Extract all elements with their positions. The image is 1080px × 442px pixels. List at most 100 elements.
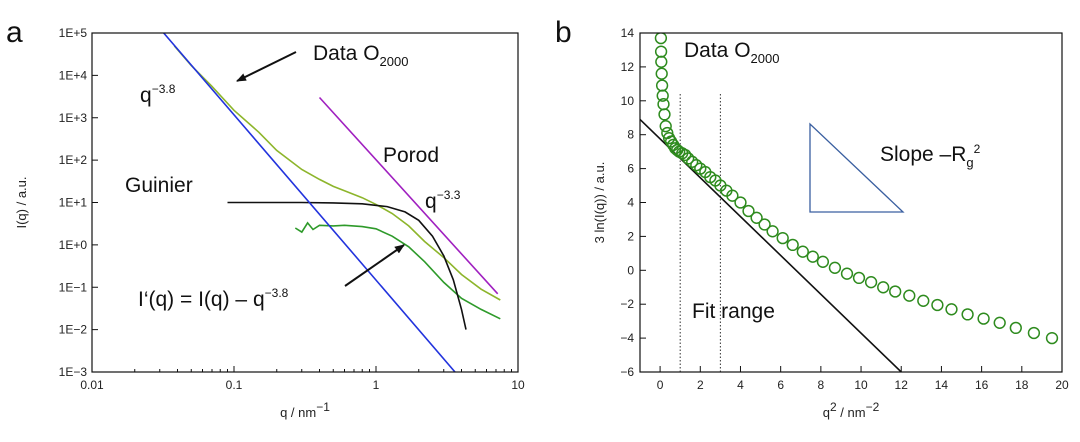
panel-b-data-point (655, 79, 669, 92)
panel-b-data-point (742, 204, 755, 218)
panel-b-y-tick-label: 12 (621, 60, 635, 74)
panel-b-data-point (655, 55, 668, 68)
panel-a-x-tick-label: 0.01 (80, 378, 104, 392)
panel-b-data-label: Data O2000 (684, 39, 779, 66)
panel-b-data-point (776, 231, 789, 245)
panel-b-x-tick-label: 10 (854, 378, 868, 392)
panel-b-x-tick-label: 14 (935, 378, 949, 392)
panel-a-y-axis-label: I(q) / a.u. (14, 176, 29, 228)
panel-b-x-tick-label: 20 (1055, 378, 1069, 392)
panel-b-data-point (945, 303, 958, 316)
panel-a-y-tick-label: 1E+5 (59, 26, 88, 40)
panel-b-fit-range-label: Fit range (692, 300, 775, 323)
panel-a-series-line-1 (294, 221, 501, 320)
panel-b-x-axis-label: q2 / nm−2 (823, 400, 880, 420)
panel-b-data-point (734, 196, 747, 209)
panel-b-y-tick-label: −6 (620, 365, 634, 379)
panel-b-data-point (977, 312, 990, 325)
panel-b-x-tick-label: 4 (737, 378, 744, 392)
panel-b-data-point (1027, 326, 1041, 340)
panel-b-data-point (656, 89, 669, 102)
panel-a-y-tick-label: 1E−1 (59, 280, 88, 294)
panel-a-data-arrow (236, 51, 297, 82)
panel-a-y-tick-label: 1E+2 (59, 153, 88, 167)
panel-a-ticks: 0.01 0.1 1 10 1E−3 1E−2 1E−1 1E+0 1E+1 1E+2 1E+3 1E… (59, 26, 525, 392)
panel-b-data-point (840, 267, 854, 280)
panel-b-data-point (961, 308, 974, 321)
panel-letter-a: a (6, 16, 23, 49)
panel-b-y-tick-label: 6 (627, 162, 634, 176)
panel-a-guinier-label: Guinier (125, 174, 193, 197)
panel-b-data-point (766, 225, 779, 238)
panel-a-x-tick-label: 0.1 (226, 378, 243, 392)
panel-a-chart: 0.01 0.1 1 10 1E−3 1E−2 1E−1 1E+0 1E+1 1E+2 1E+3 1E… (14, 26, 525, 420)
panel-a-q33-label: q−3.3 (425, 188, 461, 213)
panel-b-ticks: 0 2 4 6 8 10 12 14 16 18 20 −6 −4 −2 0 2 4 6 8 10 12 14 (620, 26, 1069, 392)
panel-b-data-point (903, 289, 916, 302)
panel-b-data-point (1045, 331, 1059, 345)
panel-b-chart: 0 2 4 6 8 10 12 14 16 18 20 −6 −4 −2 0 2 4 6 8 10 12 14 q2 / … (592, 26, 1076, 420)
panel-b-data-point (796, 245, 809, 258)
panel-b-data-point (679, 148, 692, 162)
panel-b-data-point (682, 152, 695, 165)
panel-b-y-tick-label: 4 (627, 196, 634, 210)
panel-b-data-point (658, 108, 671, 121)
panel-b-x-tick-label: 6 (777, 378, 784, 392)
panel-a-iprime-label: I‘(q) = I(q) – q−3.8 (138, 286, 289, 311)
panel-a-series-line-4 (318, 96, 499, 295)
panel-b-x-tick-label: 8 (818, 378, 825, 392)
panel-b-data-point (690, 159, 703, 172)
panel-a-q38-label: q−3.8 (140, 82, 176, 107)
panel-b-y-tick-label: 10 (621, 94, 635, 108)
panel-b-y-tick-label: 14 (621, 26, 635, 40)
panel-b-y-tick-label: −2 (620, 297, 634, 311)
panel-b-data-point (828, 261, 842, 274)
panel-a-series-line-3 (163, 33, 456, 372)
panel-a-y-tick-label: 1E−2 (59, 323, 88, 337)
panel-b-data-point (659, 120, 672, 133)
panel-b-data-point (816, 255, 830, 268)
panel-b-series (640, 33, 1076, 372)
panel-a-series-line-0 (173, 45, 501, 301)
panel-b-x-tick-label: 12 (895, 378, 909, 392)
panel-b-data-point (655, 67, 668, 80)
panel-a-series-line-2 (227, 201, 467, 330)
panel-b-data-point (786, 238, 799, 252)
panel-b-slope-triangle (809, 122, 905, 213)
panel-b-data-point (750, 211, 763, 224)
panel-b-y-tick-label: 2 (627, 229, 634, 243)
panel-b-data-point (686, 155, 699, 168)
panel-letter-b: b (555, 16, 572, 49)
panel-a-iprime-arrow (344, 244, 405, 287)
panel-b-data-point (889, 285, 902, 298)
panel-a-y-tick-label: 1E+3 (59, 111, 88, 125)
panel-b-data-point (931, 298, 944, 312)
panel-b-x-tick-label: 2 (697, 378, 704, 392)
panel-b-x-tick-label: 16 (975, 378, 989, 392)
panel-b-data-point (806, 250, 819, 263)
panel-a-porod-label: Porod (383, 144, 439, 167)
panel-b-y-tick-label: 8 (627, 128, 634, 142)
panel-b-slope-label: Slope –Rg2 (880, 142, 981, 170)
panel-b-data-point (864, 276, 878, 289)
panel-b-y-tick-label: −4 (620, 331, 634, 345)
panel-a-x-tick-label: 1 (373, 378, 380, 392)
panel-b-data-point (1065, 338, 1076, 349)
panel-b-data-point (654, 33, 668, 45)
panel-b-data-point (877, 281, 890, 294)
panel-a-data-label: Data O2000 (313, 42, 408, 69)
panel-a-y-tick-label: 1E+4 (59, 68, 88, 82)
panel-b-data-point (917, 294, 930, 307)
panel-b-x-tick-label: 0 (657, 378, 664, 392)
panel-b-data-point (654, 45, 668, 58)
panel-a-y-tick-label: 1E−3 (59, 365, 88, 379)
panel-b-data-point (993, 316, 1006, 329)
panel-a-x-tick-label: 10 (511, 378, 525, 392)
panel-b-data-point (852, 271, 866, 285)
panel-a-y-tick-label: 1E+0 (59, 238, 88, 252)
panel-b-data-point (726, 189, 739, 202)
panel-b-data-point (1009, 321, 1022, 335)
panel-b-x-tick-label: 18 (1015, 378, 1029, 392)
panel-b-y-axis-label: 3 ln(I(q)) / a.u. (592, 162, 607, 244)
